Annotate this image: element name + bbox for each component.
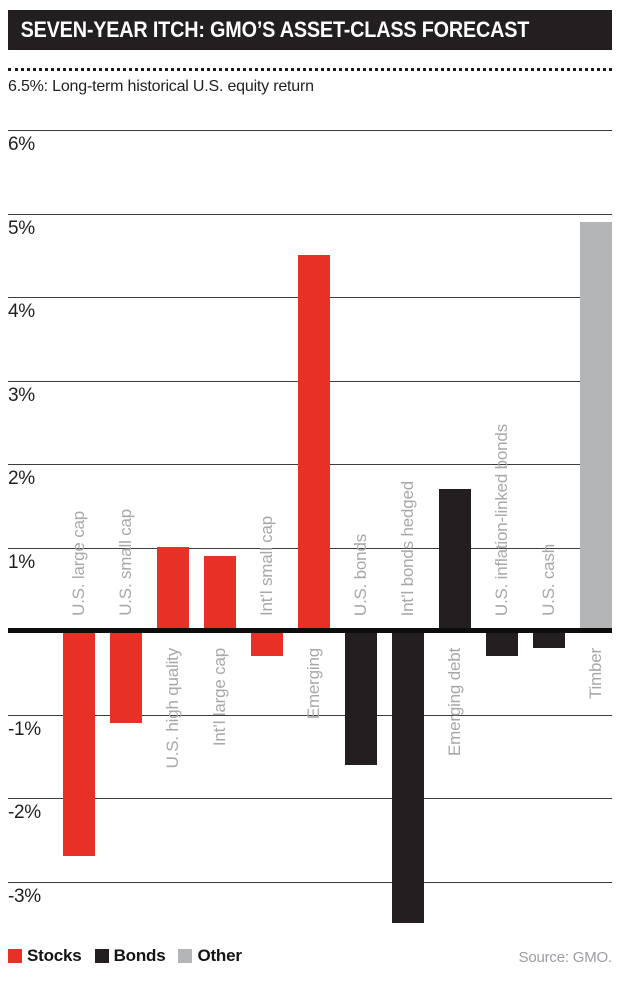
- legend-swatch-other: [178, 949, 193, 963]
- chart-legend: Stocks Bonds Other: [8, 946, 242, 966]
- legend-label: Other: [197, 946, 242, 965]
- y-tick-label: 2%: [8, 468, 35, 489]
- legend-item-other: Other: [178, 946, 242, 966]
- bar-int-l-large-cap: [204, 556, 236, 631]
- category-label-emerging: Emerging: [304, 648, 323, 720]
- zero-axis-line: [8, 628, 612, 633]
- category-label-int-l-bonds-hedged: Int’l bonds hedged: [398, 480, 417, 616]
- gridline--1pct: [8, 715, 612, 716]
- bar-u-s-bonds: [345, 631, 377, 765]
- bar-u-s-small-cap: [110, 631, 142, 723]
- bar-u-s-cash: [533, 631, 565, 648]
- category-label-u-s-inflation-linked-bonds: U.S. inflation-linked bonds: [492, 423, 511, 616]
- source-credit: Source: GMO.: [518, 949, 613, 966]
- benchmark-dotted-line: [8, 68, 612, 71]
- gridline-6pct: [8, 130, 612, 131]
- bar-u-s-inflation-linked-bonds: [486, 631, 518, 656]
- category-label-u-s-small-cap: U.S. small cap: [116, 509, 135, 616]
- category-label-u-s-high-quality: U.S. high quality: [163, 648, 182, 769]
- benchmark-note: 6.5%: Long-term historical U.S. equity r…: [8, 78, 314, 95]
- gridline--2pct: [8, 798, 612, 799]
- y-tick-label: -2%: [8, 802, 41, 823]
- legend-swatch-bonds: [94, 949, 109, 963]
- bar-timber: [580, 222, 612, 631]
- legend-label: Bonds: [113, 946, 166, 965]
- y-tick-label: 1%: [8, 552, 35, 573]
- chart-title: SEVEN-YEAR ITCH: GMO’S ASSET-CLASS FOREC…: [20, 17, 530, 42]
- category-label-emerging-debt: Emerging debt: [445, 648, 464, 756]
- category-label-u-s-cash: U.S. cash: [539, 544, 558, 616]
- bar-int-l-bonds-hedged: [392, 631, 424, 923]
- chart-title-bar: SEVEN-YEAR ITCH: GMO’S ASSET-CLASS FOREC…: [8, 10, 612, 50]
- y-tick-label: 4%: [8, 301, 35, 322]
- category-label-int-l-large-cap: Int’l large cap: [210, 648, 229, 747]
- category-label-u-s-bonds: U.S. bonds: [351, 533, 370, 616]
- bar-emerging: [298, 255, 330, 631]
- y-tick-label: 6%: [8, 134, 35, 155]
- bar-u-s-high-quality: [157, 547, 189, 631]
- gridline-5pct: [8, 214, 612, 215]
- category-label-timber: Timber: [586, 648, 605, 700]
- legend-item-bonds: Bonds: [94, 946, 166, 966]
- y-tick-label: 5%: [8, 218, 35, 239]
- legend-label: Stocks: [27, 946, 82, 965]
- legend-swatch-stocks: [8, 949, 22, 963]
- bar-int-l-small-cap: [251, 631, 283, 656]
- category-label-u-s-large-cap: U.S. large cap: [69, 511, 88, 616]
- bar-u-s-large-cap: [63, 631, 95, 856]
- y-tick-label: -3%: [8, 886, 41, 907]
- y-tick-label: -1%: [8, 719, 41, 740]
- gridline--3pct: [8, 882, 612, 883]
- category-label-int-l-small-cap: Int’l small cap: [257, 516, 276, 616]
- bar-emerging-debt: [439, 489, 471, 631]
- legend-item-stocks: Stocks: [8, 946, 82, 966]
- y-tick-label: 3%: [8, 385, 35, 406]
